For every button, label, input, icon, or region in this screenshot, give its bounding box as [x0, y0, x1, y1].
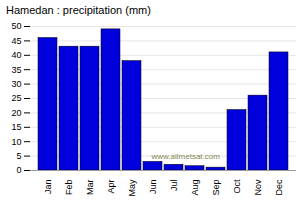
svg-text:Jan: Jan — [43, 180, 53, 195]
svg-text:45: 45 — [11, 36, 21, 46]
svg-text:Jun: Jun — [148, 180, 158, 195]
svg-text:Apr: Apr — [106, 180, 116, 194]
svg-text:Feb: Feb — [64, 180, 74, 196]
svg-text:20: 20 — [11, 108, 21, 118]
html-text:Hamedan : precipitation (mm): Hamedan : precipitation (mm) — [6, 4, 151, 16]
svg-text:Sep: Sep — [211, 180, 221, 196]
svg-text:40: 40 — [11, 50, 21, 60]
svg-text:5: 5 — [16, 151, 21, 161]
svg-text:www.allmetsat.com: www.allmetsat.com — [150, 152, 220, 161]
svg-text:50: 50 — [11, 21, 21, 31]
svg-text:Nov: Nov — [253, 179, 263, 196]
svg-text:Dec: Dec — [274, 179, 284, 196]
svg-text:15: 15 — [11, 122, 21, 132]
svg-text:Mar: Mar — [85, 179, 95, 195]
svg-text:Aug: Aug — [190, 180, 200, 196]
svg-text:30: 30 — [11, 79, 21, 89]
svg-text:Jul: Jul — [169, 180, 179, 192]
svg-text:10: 10 — [11, 137, 21, 147]
svg-text:25: 25 — [11, 93, 21, 103]
svg-text:Oct: Oct — [232, 179, 242, 194]
svg-text:May: May — [127, 179, 137, 197]
svg-text:0: 0 — [16, 165, 21, 175]
svg-text:35: 35 — [11, 65, 21, 75]
